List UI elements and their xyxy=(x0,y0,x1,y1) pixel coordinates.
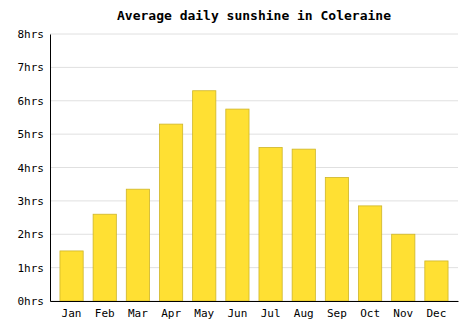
tick-label: Feb xyxy=(95,307,115,320)
axis-line xyxy=(51,301,459,302)
tick: Feb xyxy=(95,307,115,320)
tick: 6hrs xyxy=(18,95,45,108)
tick: Jan xyxy=(62,307,82,320)
grid-line xyxy=(50,100,458,101)
tick-label: 3hrs xyxy=(18,195,45,208)
tick: 8hrs xyxy=(18,28,45,41)
tick: 4hrs xyxy=(18,162,45,175)
tick: 0hrs xyxy=(18,295,45,308)
bar xyxy=(193,91,216,301)
bar xyxy=(126,189,149,301)
tick-label: Jan xyxy=(62,307,82,320)
tick-label: Nov xyxy=(393,307,413,320)
bar xyxy=(60,251,83,301)
title: Average daily sunshine in Coleraine xyxy=(117,8,391,23)
bar xyxy=(259,147,282,301)
tick: Oct xyxy=(360,307,380,320)
tick-label: 0hrs xyxy=(18,295,45,308)
tick: 3hrs xyxy=(18,195,45,208)
tick-label: Jul xyxy=(261,307,281,320)
tick-label: Aug xyxy=(294,307,314,320)
tick: Aug xyxy=(294,307,314,320)
bars xyxy=(60,91,448,301)
plot: Jan Feb Mar Apr May Jun Jul Aug Sep Oct Nov Dec 0hrs… xyxy=(18,28,459,320)
tick: Mar xyxy=(128,307,148,320)
x-axis: Jan Feb Mar Apr May Jun Jul Aug Sep Oct Nov Dec xyxy=(51,302,459,320)
tick-label: 8hrs xyxy=(18,28,45,41)
tick-label: 4hrs xyxy=(18,162,45,175)
bar xyxy=(93,214,116,301)
tick-label: 7hrs xyxy=(18,61,45,74)
tick-label: 2hrs xyxy=(18,228,45,241)
bar xyxy=(292,149,315,301)
bar xyxy=(392,234,415,301)
tick: Jul xyxy=(261,307,281,320)
tick: 5hrs xyxy=(18,128,45,141)
tick-label: May xyxy=(194,307,214,320)
tick: Dec xyxy=(427,307,447,320)
tick: May xyxy=(194,307,214,320)
bar xyxy=(425,261,448,301)
bar xyxy=(226,109,249,301)
tick-label: 5hrs xyxy=(18,128,45,141)
tick-label: Apr xyxy=(161,307,181,320)
grid-line xyxy=(50,67,458,68)
grid-line xyxy=(50,200,458,201)
tick-label: 6hrs xyxy=(18,95,45,108)
tick-label: Oct xyxy=(360,307,380,320)
axis-line xyxy=(50,35,51,302)
tick: Sep xyxy=(327,307,347,320)
tick-label: Jun xyxy=(227,307,247,320)
tick: 2hrs xyxy=(18,228,45,241)
grid xyxy=(50,34,458,301)
tick-label: Mar xyxy=(128,307,148,320)
chart: Jan Feb Mar Apr May Jun Jul Aug Sep Oct Nov Dec 0hrs… xyxy=(0,0,474,331)
grid-line xyxy=(50,34,458,35)
grid-line xyxy=(50,167,458,168)
y-axis: 0hrs 1hrs 2hrs 3hrs 4hrs 5hrs 6hrs 7hrs 8hrs xyxy=(18,28,51,308)
bar xyxy=(159,124,182,301)
grid-line xyxy=(50,134,458,135)
tick-label: Dec xyxy=(427,307,447,320)
tick: Jun xyxy=(227,307,247,320)
tick: Apr xyxy=(161,307,181,320)
bar xyxy=(325,178,348,301)
bar xyxy=(358,206,381,301)
tick: 1hrs xyxy=(18,262,45,275)
tick: Nov xyxy=(393,307,413,320)
tick: 7hrs xyxy=(18,61,45,74)
tick-label: Sep xyxy=(327,307,347,320)
tick-label: 1hrs xyxy=(18,262,45,275)
